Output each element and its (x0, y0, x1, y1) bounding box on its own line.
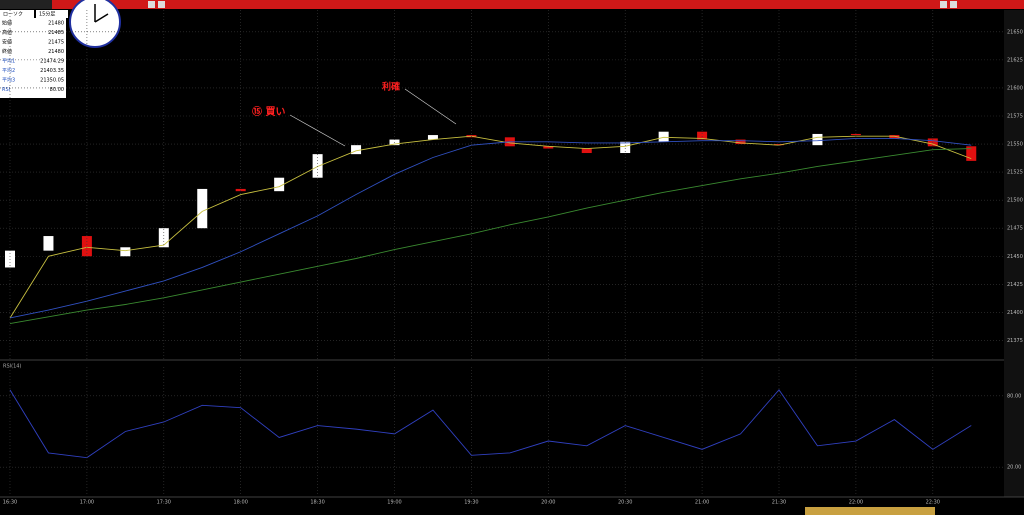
info-value: 21474.29 (40, 59, 64, 65)
x-tick-label: 22:00 (849, 500, 863, 506)
candle (427, 135, 438, 140)
chart-kind-box[interactable] (0, 10, 34, 18)
y-tick-label: 21600 (1007, 85, 1023, 91)
candle (197, 188, 208, 229)
info-value: 21485 (48, 30, 64, 36)
candle (120, 247, 131, 257)
x-tick-label: 17:30 (157, 500, 171, 506)
y-tick-label: 21450 (1007, 254, 1023, 260)
x-tick-label: 18:30 (310, 500, 324, 506)
toolbar-button[interactable] (158, 1, 165, 8)
info-value: 21475 (48, 40, 64, 46)
candle (735, 139, 746, 145)
candle (274, 177, 285, 192)
candle (812, 133, 823, 146)
scroll-bar[interactable] (805, 507, 935, 515)
y-tick-label: 21575 (1007, 113, 1023, 119)
info-value: 21480 (48, 49, 64, 55)
candle (158, 228, 169, 248)
y-tick-label: 21375 (1007, 338, 1023, 344)
moving-average (9, 148, 972, 325)
info-panel-bg (0, 18, 66, 98)
x-tick-label: 19:00 (387, 500, 401, 506)
candle (850, 133, 861, 136)
info-label: 平均2 (2, 67, 15, 74)
x-tick-label: 16:30 (3, 500, 17, 506)
x-tick-label: 20:00 (541, 500, 555, 506)
toolbar-button[interactable] (940, 1, 947, 8)
title-bar (0, 0, 1024, 9)
info-value: 21350.05 (40, 78, 64, 84)
buy-annotation: ⑮ 買い (252, 105, 285, 118)
clock-face (69, 0, 121, 48)
x-tick-label: 21:00 (695, 500, 709, 506)
info-label: 安値 (2, 39, 12, 46)
y-tick-label: 21425 (1007, 282, 1023, 288)
x-tick-label: 18:00 (233, 500, 247, 506)
plot-area: 21375 21400 21425 21450 21475 21500 21525 21550… (0, 10, 1023, 506)
info-label: 高値 (2, 29, 12, 36)
indicator-title: RSI(14) (3, 364, 21, 370)
interval: 15分足 (39, 11, 55, 18)
toolbar-button[interactable] (148, 1, 155, 8)
symbol-box[interactable] (0, 0, 52, 9)
clock-hand (94, 13, 109, 23)
info-label: 平均3 (2, 77, 15, 84)
candle (543, 146, 554, 149)
y-tick-label: 21475 (1007, 226, 1023, 232)
y-tick-label: 21500 (1007, 198, 1023, 204)
info-label: 終値 (2, 48, 12, 55)
candle (658, 131, 669, 142)
price-axis-panel (1004, 10, 1024, 497)
chart-kind: ローソク (3, 12, 23, 18)
x-tick-label: 19:30 (464, 500, 478, 506)
info-value: 21403.35 (40, 68, 64, 74)
y-tick-label: 20.00 (1007, 465, 1021, 471)
candle (312, 154, 323, 178)
toolbar-button[interactable] (950, 1, 957, 8)
info-label: RSI (2, 87, 10, 93)
x-tick-label: 20:30 (618, 500, 632, 506)
info-value: 21480 (48, 21, 64, 27)
moving-average (9, 135, 972, 319)
y-tick-label: 21400 (1007, 310, 1023, 316)
y-tick-label: 21550 (1007, 142, 1023, 148)
annotation-pointer (289, 114, 346, 147)
candle (620, 141, 631, 154)
candle (774, 144, 784, 146)
info-label: 平均1 (2, 58, 15, 65)
clock (69, 0, 121, 48)
x-tick-label: 17:00 (80, 500, 94, 506)
candle (81, 236, 92, 257)
y-tick-label: 21525 (1007, 170, 1023, 176)
candle (889, 135, 900, 139)
x-tick-label: 21:30 (772, 500, 786, 506)
candle (697, 131, 708, 140)
x-tick-label: 22:30 (926, 500, 940, 506)
y-tick-label: 80.00 (1007, 393, 1021, 399)
moving-average (9, 137, 972, 319)
y-tick-label: 21650 (1007, 29, 1023, 35)
take-profit-annotation: 利確 (381, 81, 400, 93)
annotation-pointer (404, 88, 457, 125)
candle (43, 236, 54, 251)
interval-box[interactable] (36, 10, 68, 18)
candle (581, 148, 592, 154)
rsi-line (9, 389, 972, 459)
info-panel: 始値 21480 高値 21485 安値 21475 終値 21480 平均1 21474.29 平… (0, 18, 66, 98)
candle (966, 146, 977, 161)
y-tick-label: 21625 (1007, 57, 1023, 63)
info-value: 80.00 (50, 87, 64, 93)
candle (351, 145, 362, 155)
info-label: 始値 (2, 20, 12, 27)
